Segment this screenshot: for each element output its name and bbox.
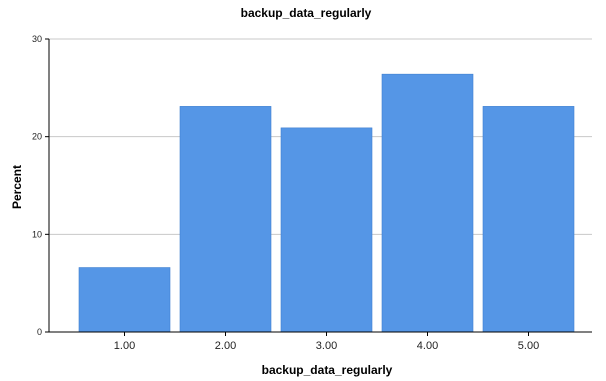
- y-axis-label: Percent: [10, 165, 24, 209]
- bar-2.00: [179, 106, 272, 333]
- y-tick-label: 20: [32, 132, 42, 142]
- bar-5.00: [482, 106, 575, 333]
- x-tick-label: 4.00: [417, 340, 438, 352]
- x-tick-label: 1.00: [114, 340, 135, 352]
- y-tick-label: 30: [32, 34, 42, 44]
- y-tick-label: 10: [32, 229, 42, 239]
- x-tick-label: 3.00: [316, 340, 337, 352]
- bar-1.00: [78, 267, 171, 333]
- y-tick-label: 0: [37, 327, 42, 337]
- x-tick-label: 5.00: [518, 340, 539, 352]
- chart-title: backup_data_regularly: [241, 6, 372, 20]
- y-ticks: 0 10 20 30: [32, 34, 49, 337]
- x-tick-label: 2.00: [215, 340, 236, 352]
- bar-3.00: [280, 127, 373, 333]
- x-ticks: 1.00 2.00 3.00 4.00 5.00: [114, 332, 539, 352]
- bars: [78, 73, 575, 333]
- bar-4.00: [381, 73, 474, 333]
- x-axis-label: backup_data_regularly: [262, 363, 393, 377]
